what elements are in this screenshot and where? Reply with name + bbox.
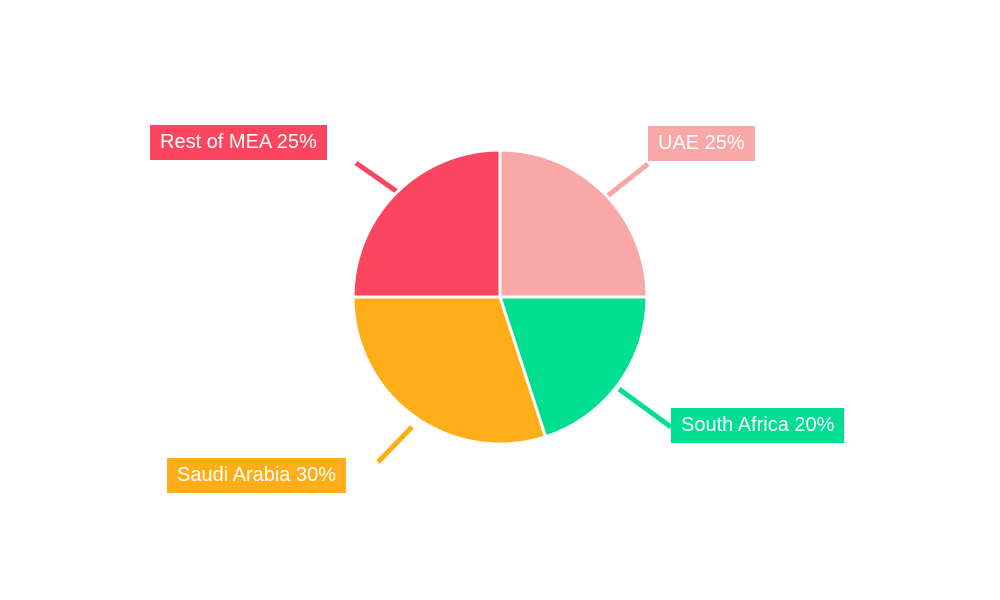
pie-label-south-africa[interactable]: South Africa 20% <box>671 408 845 443</box>
leader-line-saudi-arabia <box>376 425 414 464</box>
pie-label-saudi-arabia-text: Saudi Arabia 30% <box>177 464 337 486</box>
pie-label-uae-text: UAE 25% <box>658 132 745 154</box>
pie-slice-rest-of-mea[interactable] <box>351 148 502 299</box>
pie-slice-saudi-arabia[interactable] <box>351 295 548 446</box>
pie-slice-uae[interactable] <box>498 148 649 299</box>
pie-slice-south-africa[interactable] <box>497 295 649 439</box>
pie-label-uae[interactable]: UAE 25% <box>648 126 755 161</box>
pie-slices <box>351 148 649 446</box>
pie-label-south-africa-text: South Africa 20% <box>681 414 835 436</box>
pie-label-rest-of-mea[interactable]: Rest of MEA 25% <box>150 125 327 160</box>
pie-label-saudi-arabia[interactable]: Saudi Arabia 30% <box>167 458 347 493</box>
pie-label-rest-of-mea-text: Rest of MEA 25% <box>160 131 317 153</box>
leader-line-uae <box>604 162 650 199</box>
leader-line-south-africa <box>617 386 673 430</box>
